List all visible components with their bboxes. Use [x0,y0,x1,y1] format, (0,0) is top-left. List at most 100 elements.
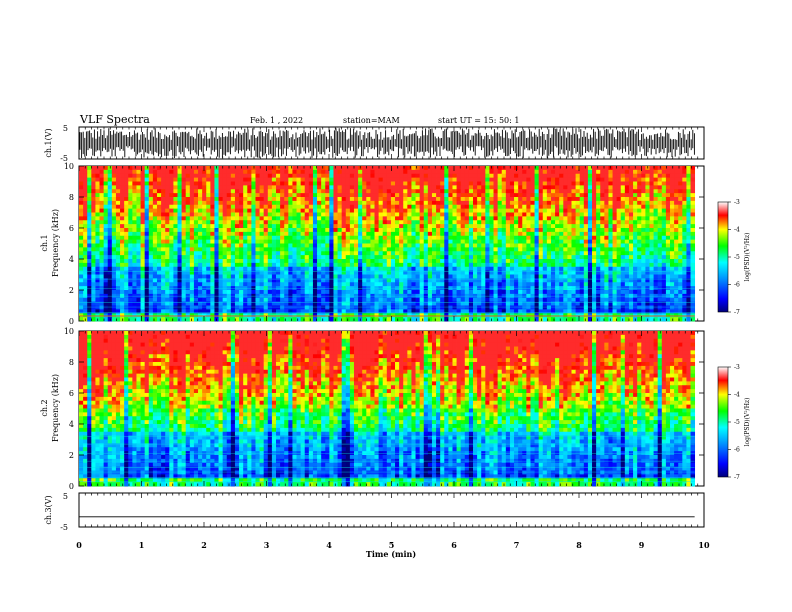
spectrogram-cell [403,262,408,268]
spectrogram-cell [645,193,650,198]
spectrogram-cell [448,181,453,186]
spectrogram-cell [198,251,203,256]
spectrogram-cell [226,204,232,210]
spectrogram-cell [415,220,421,225]
spectrogram-cell [280,189,285,194]
spectrogram-cell [395,169,400,175]
spectrogram-cell [95,255,100,260]
spectrogram-cell [325,251,330,256]
spectrogram-cell [399,290,404,295]
spectrogram-cell [300,270,306,275]
spectrogram-cell [657,193,663,198]
spectrogram-cell [456,189,462,194]
spectrogram-cell [395,243,400,248]
spectrogram-cell [345,173,351,179]
spectrogram-cell [325,212,330,217]
spectrogram-cell [538,282,544,287]
spectrogram-cell [538,262,544,268]
spectrogram-cell [120,200,125,206]
spectrogram-cell [571,282,576,287]
spectrogram-cell [148,243,154,248]
spectrogram-cell [152,274,158,279]
spectrogram-cell [185,290,191,295]
spectrogram-cell [493,177,499,182]
spectrogram-cell [592,270,597,275]
spectrogram-cell [362,251,367,256]
spectrogram-cell [140,235,146,241]
spectrogram-cell [83,216,88,221]
spectrogram-cell [152,247,158,252]
spectrogram-cell [120,259,125,264]
spectrogram-cell [444,224,449,229]
spectrogram-cell [280,185,285,190]
spectrogram-cell [587,231,593,237]
spectrogram-cell [452,251,457,256]
spectrogram-cell [115,243,121,248]
spectrogram-cell [407,235,412,241]
spectrogram-cell [612,204,618,210]
spectrogram-cell [477,235,482,241]
spectrogram-cell [563,270,568,275]
spectrogram-cell [296,204,302,210]
spectrogram-cell [661,200,667,206]
spectrogram-cell [686,216,691,221]
spectrogram-cell [300,193,306,198]
spectrogram-cell [280,216,285,221]
spectrogram-cell [169,290,174,295]
spectrogram-cell [337,224,343,229]
spectrogram-cell [374,185,379,190]
spectrogram-cell [628,220,634,225]
spectrogram-cell [193,243,199,248]
spectrogram-cell [485,204,490,210]
spectrogram-cell [653,251,659,256]
spectrogram-cell [120,181,125,186]
spectrogram-cell [218,197,224,202]
spectrogram-cell [620,177,626,182]
spectrogram-cell [321,259,326,264]
spectrogram-cell [325,228,330,233]
spectrogram-cell [633,220,638,225]
spectrogram-cell [559,270,564,275]
spectrogram-cell [481,204,486,210]
spectrogram-cell [464,255,470,260]
spectrogram-cell [473,243,478,248]
spectrogram-cell [251,173,256,179]
spectrogram-cell [649,169,654,175]
spectrogram-cell [477,220,482,225]
spectrogram-cell [189,274,195,279]
spectrogram-cell [341,274,347,279]
spectrogram-cell [321,181,326,186]
spectrogram-cell [378,169,384,175]
spectrogram-cell [259,193,265,198]
spectrogram-cell [152,216,158,221]
spectrogram-cell [312,266,318,272]
spectrogram-cell [206,169,211,175]
spectrogram-cell [633,282,638,287]
spectrogram-cell [665,224,671,229]
spectrogram-cell [596,239,601,244]
spectrogram-cell [653,224,659,229]
spectrogram-cell [567,193,572,198]
spectrogram-cell [222,266,228,272]
spectrogram-cell [292,247,297,252]
spectrogram-cell [128,189,133,194]
spectrogram-cell [214,278,219,283]
spectrogram-cell [222,239,228,244]
spectrogram-cell [144,278,150,283]
spectrogram-cell [271,177,277,182]
spectrogram-cell [214,200,219,206]
spectrogram-cell [395,193,400,198]
spectrogram-cell [288,266,293,272]
spectrogram-cell [280,166,285,171]
spectrogram-cell [563,220,568,225]
spectrogram-cell [132,282,137,287]
spectrogram-cell [263,290,269,295]
spectrogram-cell [156,193,162,198]
spectrogram-cell [407,169,412,175]
spectrogram-cell [530,251,535,256]
spectrogram-cell [567,274,572,279]
spectrogram-cell [304,212,310,217]
spectrogram-cell [296,216,302,221]
spectrogram-cell [665,262,671,268]
spectrogram-cell [419,200,425,206]
